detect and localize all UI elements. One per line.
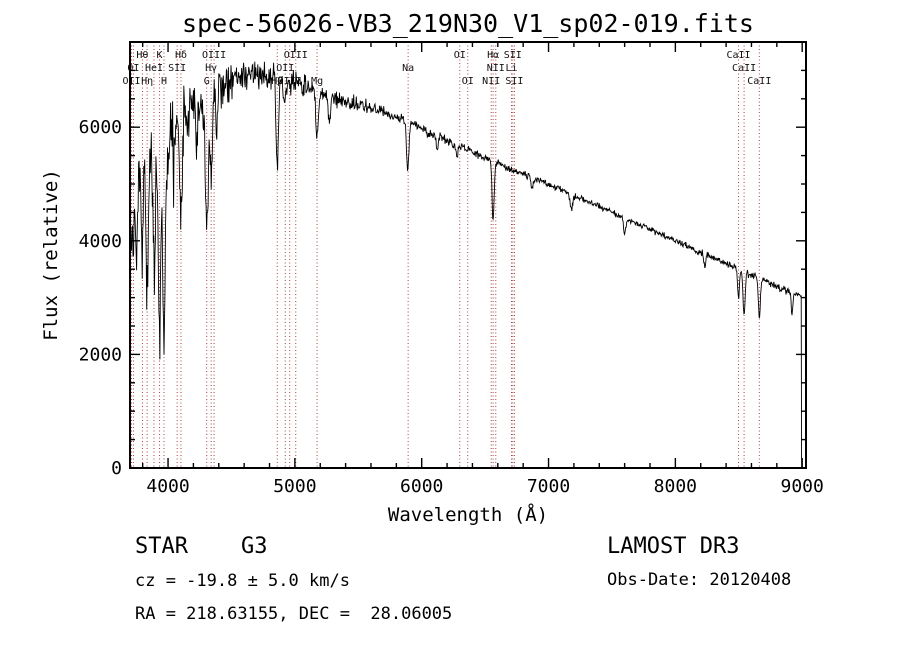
spectrum-line (129, 61, 806, 469)
spectral-line-label: SII (504, 50, 522, 61)
x-tick-label: 9000 (781, 476, 824, 497)
plot-title: spec-56026-VB3_219N30_V1_sp02-019.fits (182, 9, 754, 38)
coordinates-text: RA = 218.63155, DEC = 28.06005 (135, 604, 452, 624)
spectral-line-label: CaII (726, 50, 750, 61)
spectral-line-label: OII (122, 76, 140, 87)
axes-box (129, 41, 807, 469)
obs-date-text: Obs-Date: 20120408 (607, 570, 791, 590)
plot-area: Hθ K Hδ OIII OIII OI Hα SII CaII OI HeI SII Hγ OII Na N… (79, 41, 824, 497)
x-tick-label: 6000 (400, 476, 443, 497)
spectral-line-label: OI (462, 76, 474, 87)
spectral-line-label: CaII (747, 76, 771, 87)
spectral-line-label: Hα (487, 50, 499, 61)
y-tick-label: 6000 (79, 117, 122, 138)
spectral-line-label: Hη (141, 76, 153, 87)
spectral-line-label: OI (454, 50, 466, 61)
spectral-line-label: CaII (732, 63, 756, 74)
spectral-line-label: NII (487, 63, 505, 74)
spectral-line-label: HeI (145, 63, 163, 74)
spectral-line-label: Hγ (205, 63, 217, 74)
spectral-line-label: Hδ (175, 50, 187, 61)
spectral-line-label: OI (127, 63, 139, 74)
object-class-label: STAR G3 (135, 534, 267, 559)
spectral-line-label: Hβ (271, 76, 283, 87)
y-tick-label: 2000 (79, 344, 122, 365)
y-tick-label: 4000 (79, 231, 122, 252)
spectral-line-markers (131, 42, 760, 468)
spectral-line-label: NII (482, 76, 500, 87)
x-tick-label: 8000 (654, 476, 697, 497)
spectral-line-label: SII (168, 63, 186, 74)
spectral-line-label: Hθ (136, 50, 148, 61)
spectral-line-labels: Hθ K Hδ OIII OIII OI Hα SII CaII OI HeI SII Hγ OII Na N… (122, 50, 771, 87)
spectral-line-label: G (204, 76, 210, 87)
survey-release-label: LAMOST DR3 (607, 534, 739, 559)
spectral-line-label: OIII (284, 50, 308, 61)
x-axis-label: Wavelength (Å) (388, 503, 548, 526)
spectral-line-label: SII (505, 76, 523, 87)
spectral-line-label: Li (505, 63, 517, 74)
x-tick-label: 4000 (146, 476, 189, 497)
axes: 4000 5000 6000 7000 8000 9000 0 2000 4000 6000 (79, 41, 824, 497)
spectral-line-label: OIII (202, 50, 226, 61)
spectral-line-label: Mg (311, 76, 323, 87)
spectral-line-label: OII (276, 63, 294, 74)
x-tick-label: 7000 (527, 476, 570, 497)
spectral-line-label: H (161, 76, 167, 87)
cz-velocity-text: cz = -19.8 ± 5.0 km/s (135, 571, 350, 591)
x-tick-label: 5000 (273, 476, 316, 497)
y-tick-label: 0 (111, 458, 122, 479)
spectral-line-label: Na (402, 63, 414, 74)
y-axis-label: Flux (relative) (40, 169, 62, 341)
spectral-line-label: K (157, 50, 163, 61)
